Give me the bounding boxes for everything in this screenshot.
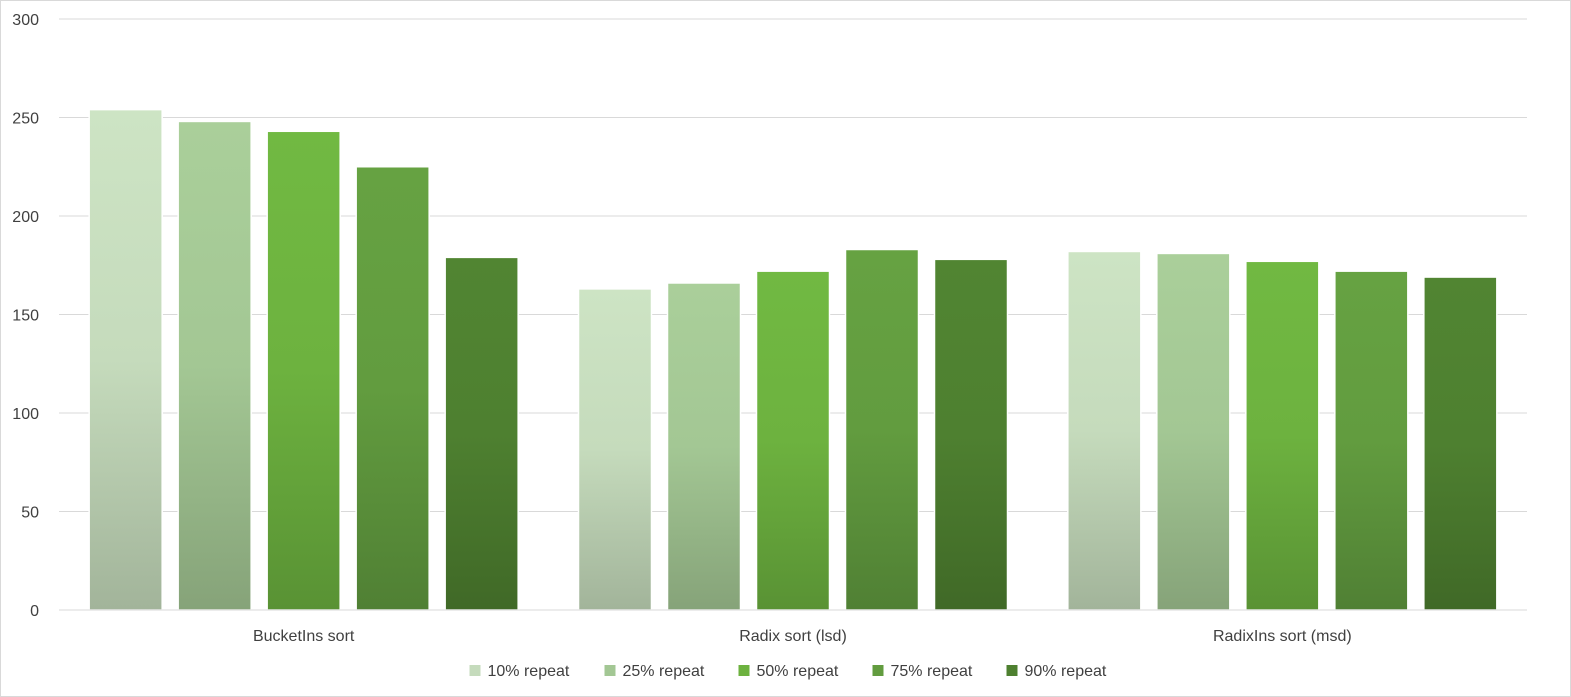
- legend-swatch: [738, 665, 750, 676]
- x-category-label: RadixIns sort (msd): [1213, 628, 1352, 645]
- y-axis-ticks: 0 50 100 150 200 250 300: [12, 12, 39, 620]
- legend-item: 10% repeat: [469, 663, 570, 680]
- legend-swatch: [469, 665, 481, 676]
- bar-90-repeat-radixins-sort-msd-: [1423, 276, 1498, 611]
- bar-50-repeat-radix-sort-lsd-: [755, 270, 831, 611]
- legend: 10% repeat 25% repeat 50% repeat 75% repeat…: [469, 663, 1107, 680]
- legend-item: 90% repeat: [1006, 663, 1107, 680]
- legend-item: 50% repeat: [738, 663, 839, 680]
- legend-swatch: [604, 665, 616, 676]
- y-tick-label: 50: [21, 505, 39, 522]
- x-category-label: BucketIns sort: [253, 628, 355, 645]
- legend-label: 50% repeat: [757, 663, 839, 680]
- bar-75-repeat-radix-sort-lsd-: [844, 248, 920, 611]
- bar-75-repeat-bucketins-sort: [355, 166, 430, 611]
- legend-label: 75% repeat: [891, 663, 973, 680]
- bar-25-repeat-radix-sort-lsd-: [666, 282, 742, 611]
- bar-50-repeat-bucketins-sort: [266, 130, 341, 611]
- x-axis: BucketIns sort Radix sort (lsd) RadixIns s…: [59, 609, 1527, 645]
- legend-swatch: [1006, 665, 1018, 676]
- y-tick-label: 300: [12, 12, 39, 29]
- bar-10-repeat-radixins-sort-msd-: [1067, 250, 1142, 611]
- bar-10-repeat-bucketins-sort: [88, 108, 163, 611]
- bars: [88, 108, 1498, 611]
- legend-label: 90% repeat: [1025, 663, 1107, 680]
- bar-50-repeat-radixins-sort-msd-: [1245, 260, 1320, 611]
- y-tick-label: 200: [12, 209, 39, 226]
- y-tick-label: 100: [12, 406, 39, 423]
- bar-25-repeat-bucketins-sort: [177, 120, 252, 611]
- legend-label: 25% repeat: [623, 663, 705, 680]
- legend-label: 10% repeat: [488, 663, 570, 680]
- x-category-label: Radix sort (lsd): [739, 628, 847, 645]
- legend-swatch: [872, 665, 884, 676]
- y-tick-label: 0: [30, 603, 39, 620]
- y-tick-label: 250: [12, 111, 39, 128]
- bar-90-repeat-radix-sort-lsd-: [933, 258, 1009, 611]
- y-tick-label: 150: [12, 308, 39, 325]
- legend-item: 75% repeat: [872, 663, 973, 680]
- legend-item: 25% repeat: [604, 663, 705, 680]
- bar-10-repeat-radix-sort-lsd-: [577, 288, 653, 611]
- bar-75-repeat-radixins-sort-msd-: [1334, 270, 1409, 611]
- bar-25-repeat-radixins-sort-msd-: [1156, 252, 1231, 611]
- bar-90-repeat-bucketins-sort: [444, 256, 519, 611]
